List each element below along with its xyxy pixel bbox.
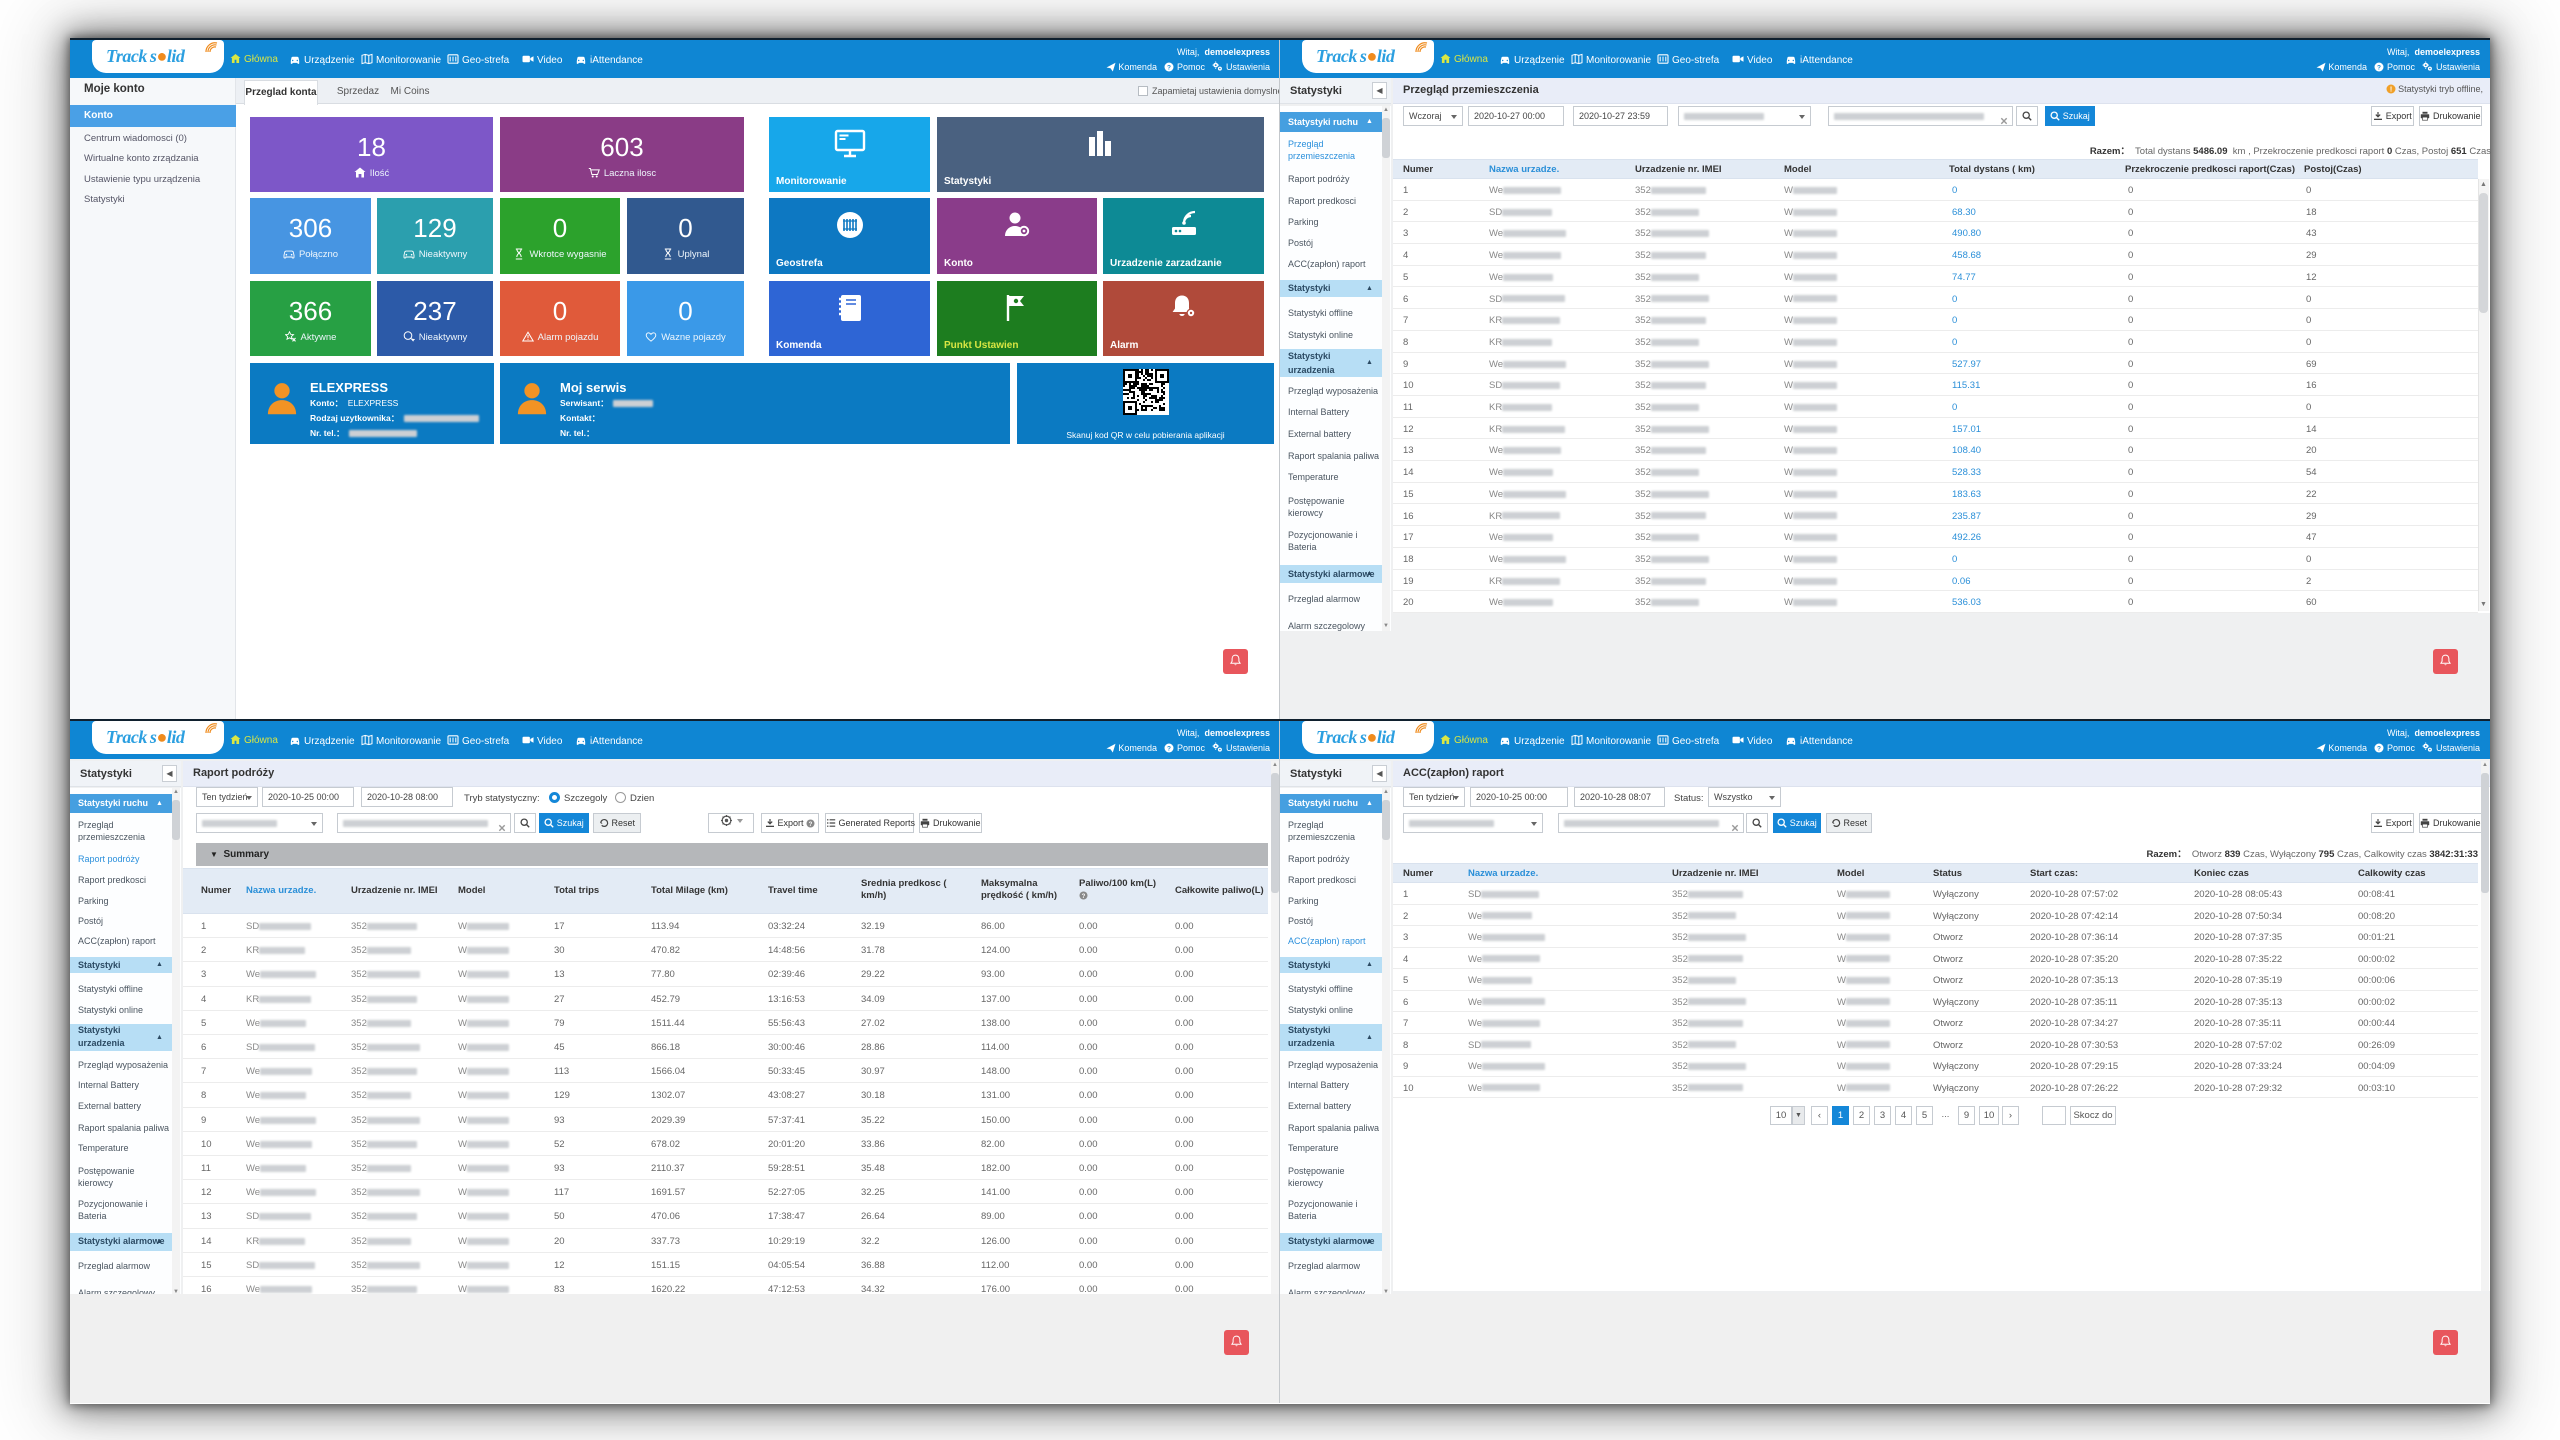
svg-text:!: ! <box>2389 87 2391 94</box>
svg-text:?: ? <box>1082 894 1086 900</box>
svg-text:?: ? <box>809 822 813 828</box>
svg-text:?: ? <box>1167 64 1171 71</box>
svg-text:?: ? <box>1167 745 1171 752</box>
svg-text:?: ? <box>2377 64 2381 71</box>
svg-text:?: ? <box>2377 745 2381 752</box>
